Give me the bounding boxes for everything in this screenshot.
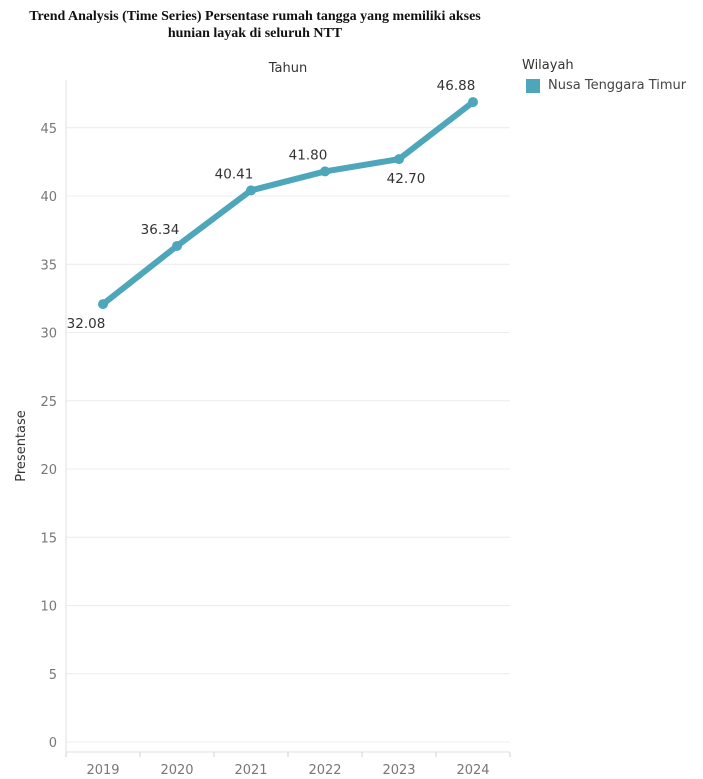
- chart-title-line-2: hunian layak di seluruh NTT: [167, 26, 343, 41]
- y-tick-label: 5: [49, 668, 57, 683]
- x-tick-label: 2019: [86, 763, 119, 778]
- data-label: 32.08: [67, 316, 106, 332]
- data-point: [98, 299, 108, 310]
- y-tick-label: 20: [40, 463, 57, 478]
- y-tick-label: 10: [40, 600, 57, 615]
- series-line: [100, 99, 476, 308]
- data-label: 41.80: [289, 147, 328, 163]
- x-tick-label: 2022: [308, 763, 341, 778]
- x-tick-label: 2021: [234, 763, 267, 778]
- y-tick-label: 15: [40, 531, 57, 546]
- chart-title: Trend Analysis (Time Series) Persentase …: [0, 8, 510, 42]
- data-point: [320, 166, 330, 177]
- y-axis-title: Presentase: [14, 410, 29, 482]
- legend-swatch: [526, 78, 540, 93]
- column-header: Tahun: [268, 61, 307, 76]
- legend-item-nusa-tenggara-timur[interactable]: Nusa Tenggara Timur: [522, 78, 686, 93]
- data-point: [394, 154, 404, 165]
- legend-label: Nusa Tenggara Timur: [548, 78, 687, 93]
- data-point: [246, 185, 256, 196]
- y-tick-label: 0: [49, 736, 57, 751]
- x-tick-label: 2024: [456, 763, 489, 778]
- legend: Wilayah Nusa Tenggara Timur: [522, 58, 686, 93]
- y-tick-label: 30: [40, 327, 57, 342]
- legend-title: Wilayah: [522, 58, 574, 73]
- chart-title-line-1: Trend Analysis (Time Series) Persentase …: [29, 9, 481, 24]
- data-label: 46.88: [437, 78, 476, 94]
- data-label: 42.70: [387, 171, 426, 187]
- data-label: 40.41: [215, 166, 254, 182]
- data-point: [468, 97, 478, 108]
- data-label: 36.34: [141, 222, 180, 238]
- y-tick-label: 40: [40, 190, 57, 205]
- y-tick-label: 35: [40, 258, 57, 273]
- x-tick-label: 2023: [382, 763, 415, 778]
- y-tick-label: 45: [40, 122, 57, 137]
- data-point: [172, 240, 182, 251]
- y-tick-label: 25: [40, 395, 57, 410]
- x-tick-label: 2020: [160, 763, 193, 778]
